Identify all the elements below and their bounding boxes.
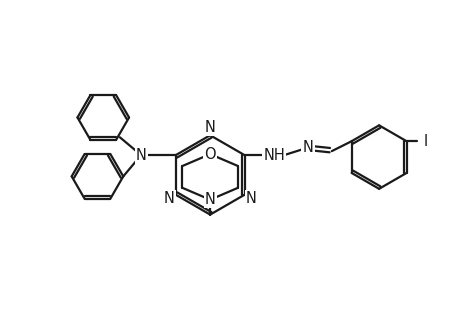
Text: N: N <box>135 148 146 163</box>
Text: N: N <box>204 120 215 135</box>
Text: I: I <box>423 134 427 149</box>
Text: O: O <box>204 147 216 162</box>
Text: N: N <box>302 140 313 155</box>
Text: N: N <box>246 191 256 206</box>
Text: N: N <box>163 191 174 206</box>
Text: N: N <box>204 192 215 207</box>
Text: NH: NH <box>263 148 285 163</box>
